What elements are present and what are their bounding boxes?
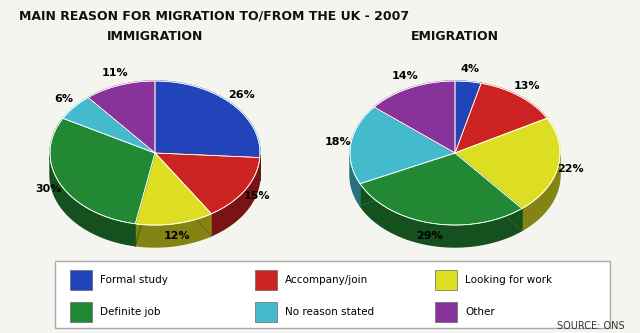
- Polygon shape: [350, 107, 455, 184]
- Polygon shape: [50, 118, 155, 224]
- Text: Accompany/join: Accompany/join: [285, 275, 368, 285]
- Polygon shape: [50, 154, 135, 246]
- Polygon shape: [522, 153, 560, 230]
- Polygon shape: [455, 118, 560, 208]
- Polygon shape: [350, 154, 360, 206]
- Polygon shape: [211, 158, 260, 236]
- Text: IMMIGRATION: IMMIGRATION: [107, 30, 203, 43]
- Text: 29%: 29%: [416, 231, 443, 241]
- Polygon shape: [63, 98, 155, 153]
- Polygon shape: [455, 83, 547, 153]
- Polygon shape: [374, 81, 455, 153]
- Text: 13%: 13%: [514, 81, 541, 91]
- Text: SOURCE: ONS: SOURCE: ONS: [557, 321, 625, 331]
- FancyBboxPatch shape: [255, 270, 277, 290]
- FancyBboxPatch shape: [70, 302, 92, 322]
- Text: 14%: 14%: [392, 71, 418, 81]
- Text: 4%: 4%: [460, 64, 479, 74]
- FancyBboxPatch shape: [435, 270, 457, 290]
- Polygon shape: [455, 81, 481, 153]
- Text: Formal study: Formal study: [100, 275, 168, 285]
- Text: Looking for work: Looking for work: [465, 275, 552, 285]
- Text: 30%: 30%: [35, 184, 61, 194]
- Polygon shape: [135, 214, 211, 247]
- FancyBboxPatch shape: [70, 270, 92, 290]
- Text: Other: Other: [465, 307, 495, 317]
- Text: 6%: 6%: [54, 94, 74, 104]
- Polygon shape: [88, 81, 155, 153]
- FancyBboxPatch shape: [435, 302, 457, 322]
- Polygon shape: [135, 153, 211, 225]
- FancyBboxPatch shape: [55, 261, 610, 328]
- Text: 12%: 12%: [164, 231, 191, 241]
- Text: 22%: 22%: [557, 164, 584, 174]
- Text: Definite job: Definite job: [100, 307, 161, 317]
- Text: 18%: 18%: [324, 137, 351, 147]
- Text: No reason stated: No reason stated: [285, 307, 374, 317]
- Text: 26%: 26%: [228, 90, 254, 100]
- Text: 11%: 11%: [102, 68, 129, 78]
- Text: MAIN REASON FOR MIGRATION TO/FROM THE UK - 2007: MAIN REASON FOR MIGRATION TO/FROM THE UK…: [19, 10, 410, 23]
- Polygon shape: [360, 184, 522, 247]
- Polygon shape: [155, 81, 260, 158]
- FancyBboxPatch shape: [255, 302, 277, 322]
- Text: EMIGRATION: EMIGRATION: [411, 30, 499, 43]
- Text: 15%: 15%: [243, 191, 270, 201]
- Polygon shape: [155, 153, 260, 214]
- Polygon shape: [360, 153, 522, 225]
